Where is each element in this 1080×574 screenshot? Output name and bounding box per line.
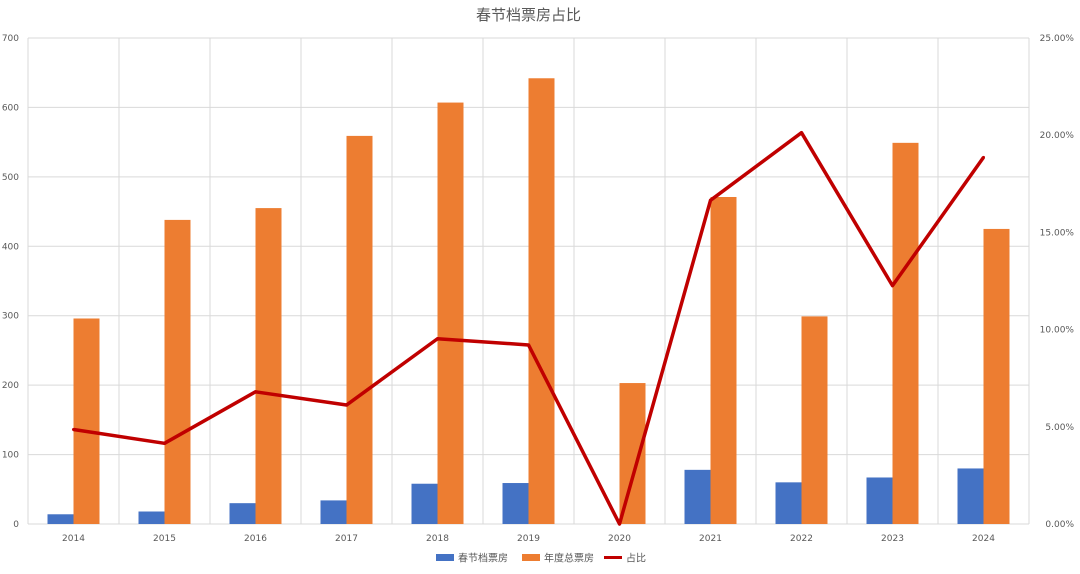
y2-tick-label: 5.00% xyxy=(1045,423,1074,433)
legend-label: 春节档票房 xyxy=(458,552,508,565)
bar-春节档票房-2023 xyxy=(866,477,893,524)
bar-春节档票房-2015 xyxy=(138,511,165,524)
line-point-2022 xyxy=(800,131,803,135)
x-tick-label: 2022 xyxy=(790,534,813,544)
y-tick-label: 500 xyxy=(2,173,19,183)
bar-年度总票房-2014 xyxy=(73,318,100,524)
legend-label: 占比 xyxy=(626,552,646,565)
x-tick-label: 2021 xyxy=(699,534,722,544)
bar-春节档票房-2022 xyxy=(775,482,802,524)
bar-春节档票房-2016 xyxy=(229,503,256,524)
x-tick-label: 2017 xyxy=(335,534,358,544)
bar-春节档票房-2017 xyxy=(320,500,347,524)
bar-年度总票房-2017 xyxy=(346,135,373,524)
line-point-2021 xyxy=(709,198,712,202)
chart-title: 春节档票房占比 xyxy=(476,6,581,24)
line-point-2015 xyxy=(163,441,166,445)
line-point-2020 xyxy=(618,522,621,526)
x-axis: 2014 2015 2016 2017 2018 2019 2020 2021 2022 2023… xyxy=(62,534,995,544)
line-point-2023 xyxy=(891,284,894,288)
bar-年度总票房-2023 xyxy=(892,142,919,524)
bar-年度总票房-2020 xyxy=(619,383,646,524)
line-point-2014 xyxy=(72,428,75,432)
y-axis-left: 0 100 200 300 400 500 600 700 xyxy=(2,34,19,530)
bar-春节档票房-2024 xyxy=(957,468,984,524)
x-tick-label: 2019 xyxy=(517,534,540,544)
legend-swatch-春节档票房 xyxy=(436,554,454,561)
y-axis-right: 0.00% 5.00% 10.00% 15.00% 20.00% 25.00% xyxy=(1040,34,1075,530)
bar-春节档票房-2019 xyxy=(502,483,529,524)
x-tick-label: 2023 xyxy=(881,534,904,544)
y-tick-label: 100 xyxy=(2,451,19,461)
y2-tick-label: 0.00% xyxy=(1045,520,1074,530)
bar-年度总票房-2021 xyxy=(710,196,737,524)
bar-年度总票房-2024 xyxy=(983,228,1010,524)
x-tick-label: 2014 xyxy=(62,534,85,544)
x-tick-label: 2015 xyxy=(153,534,176,544)
y-tick-label: 400 xyxy=(2,242,19,252)
chart-bars xyxy=(47,78,1010,525)
bar-春节档票房-2018 xyxy=(411,483,438,524)
x-tick-label: 2024 xyxy=(972,534,995,544)
y-tick-label: 600 xyxy=(2,103,19,113)
legend-label: 年度总票房 xyxy=(544,552,594,565)
x-tick-label: 2016 xyxy=(244,534,267,544)
bar-春节档票房-2014 xyxy=(47,514,74,524)
chart-line xyxy=(72,130,985,526)
y2-tick-label: 10.00% xyxy=(1040,326,1075,336)
bar-年度总票房-2016 xyxy=(255,208,282,524)
y-tick-label: 700 xyxy=(2,34,19,44)
bar-春节档票房-2021 xyxy=(684,469,711,524)
y-tick-label: 200 xyxy=(2,381,19,391)
y2-tick-label: 25.00% xyxy=(1040,34,1075,44)
y-tick-label: 300 xyxy=(2,312,19,322)
bar-年度总票房-2018 xyxy=(437,102,464,524)
bar-年度总票房-2022 xyxy=(801,316,828,524)
legend-swatch-年度总票房 xyxy=(522,554,540,561)
line-point-2016 xyxy=(254,390,257,394)
line-point-2019 xyxy=(527,343,530,347)
x-tick-label: 2020 xyxy=(608,534,631,544)
y2-tick-label: 15.00% xyxy=(1040,228,1075,238)
bar-年度总票房-2015 xyxy=(164,219,191,524)
line-point-2018 xyxy=(436,337,439,341)
y-tick-label: 0 xyxy=(13,520,19,530)
line-point-2024 xyxy=(982,155,985,159)
legend: 春节档票房 年度总票房 占比 xyxy=(436,552,646,565)
line-point-2017 xyxy=(345,403,348,407)
bar-年度总票房-2019 xyxy=(528,78,555,525)
x-tick-label: 2018 xyxy=(426,534,449,544)
y2-tick-label: 20.00% xyxy=(1040,131,1075,141)
